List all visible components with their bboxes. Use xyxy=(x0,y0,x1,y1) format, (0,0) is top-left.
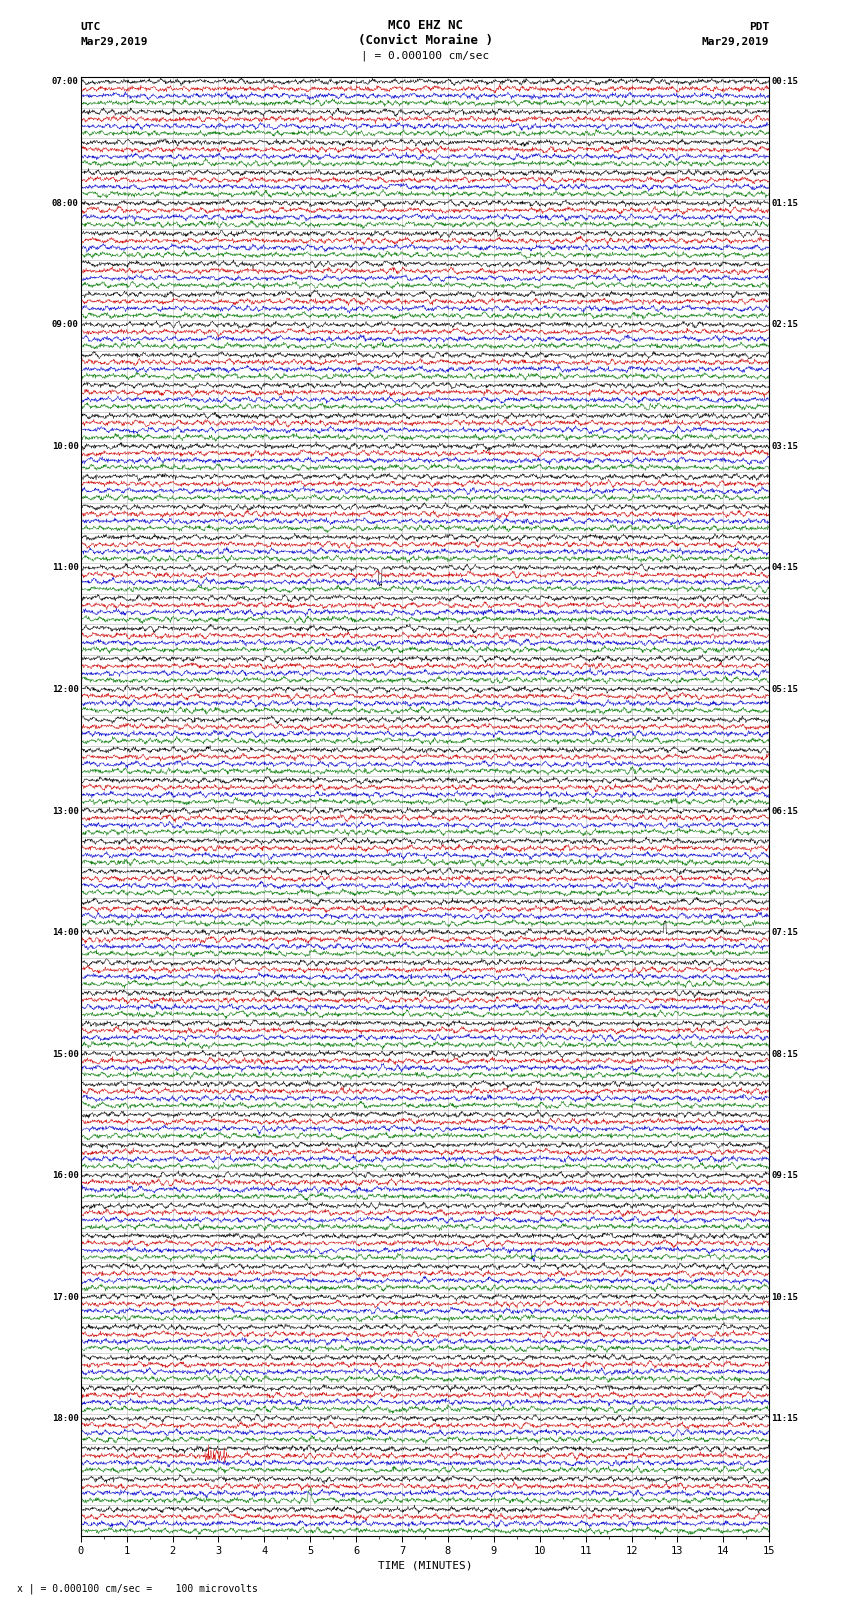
Text: PDT: PDT xyxy=(749,23,769,32)
Text: MCO EHZ NC: MCO EHZ NC xyxy=(388,19,462,32)
Text: 10:15: 10:15 xyxy=(771,1292,798,1302)
Text: 14:00: 14:00 xyxy=(52,927,79,937)
Text: 15:00: 15:00 xyxy=(52,1050,79,1058)
Text: 09:15: 09:15 xyxy=(771,1171,798,1181)
Text: 04:15: 04:15 xyxy=(771,563,798,573)
Text: 17:00: 17:00 xyxy=(52,1292,79,1302)
Text: 07:00: 07:00 xyxy=(52,77,79,87)
Text: 16:00: 16:00 xyxy=(52,1171,79,1181)
Text: 03:15: 03:15 xyxy=(771,442,798,452)
Text: 00:15: 00:15 xyxy=(771,77,798,87)
Text: 12:00: 12:00 xyxy=(52,686,79,694)
X-axis label: TIME (MINUTES): TIME (MINUTES) xyxy=(377,1560,473,1569)
Text: UTC: UTC xyxy=(81,23,101,32)
Text: 11:00: 11:00 xyxy=(52,563,79,573)
Text: 18:00: 18:00 xyxy=(52,1415,79,1423)
Text: (Convict Moraine ): (Convict Moraine ) xyxy=(358,34,492,47)
Text: 01:15: 01:15 xyxy=(771,198,798,208)
Text: 08:00: 08:00 xyxy=(52,198,79,208)
Text: Mar29,2019: Mar29,2019 xyxy=(702,37,769,47)
Text: 06:15: 06:15 xyxy=(771,806,798,816)
Text: 02:15: 02:15 xyxy=(771,321,798,329)
Text: Mar29,2019: Mar29,2019 xyxy=(81,37,148,47)
Text: 08:15: 08:15 xyxy=(771,1050,798,1058)
Text: | = 0.000100 cm/sec: | = 0.000100 cm/sec xyxy=(361,50,489,61)
Text: 07:15: 07:15 xyxy=(771,927,798,937)
Text: 11:15: 11:15 xyxy=(771,1415,798,1423)
Text: 10:00: 10:00 xyxy=(52,442,79,452)
Text: 05:15: 05:15 xyxy=(771,686,798,694)
Text: 09:00: 09:00 xyxy=(52,321,79,329)
Text: x | = 0.000100 cm/sec =    100 microvolts: x | = 0.000100 cm/sec = 100 microvolts xyxy=(17,1582,258,1594)
Text: 13:00: 13:00 xyxy=(52,806,79,816)
